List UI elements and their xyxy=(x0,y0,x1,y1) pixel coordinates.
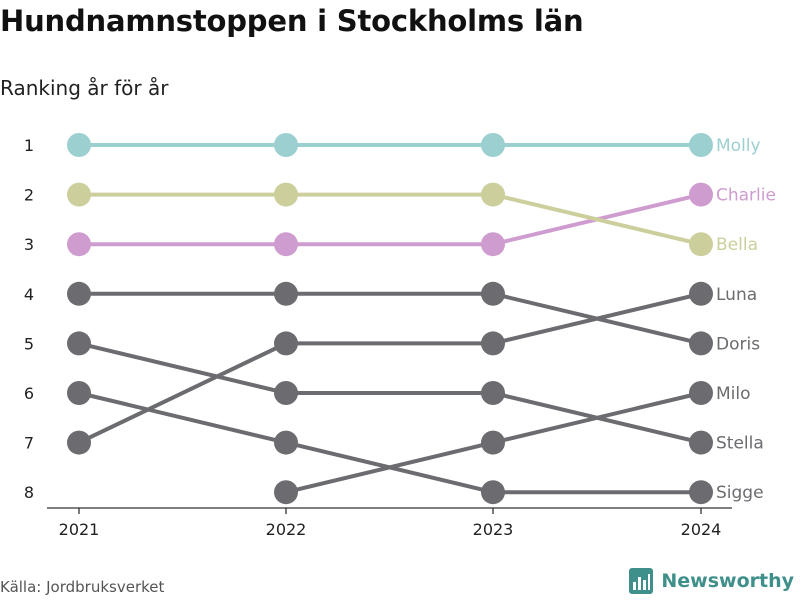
y-tick-label: 8 xyxy=(24,483,34,502)
point-stella xyxy=(689,430,713,455)
bar-chart-logo-icon xyxy=(629,568,654,594)
point-molly xyxy=(689,133,713,157)
point-charlie xyxy=(274,232,298,257)
y-axis-tick-labels: 1 2 3 4 5 6 7 8 xyxy=(24,136,34,502)
series-label-milo: Milo xyxy=(716,384,751,404)
y-tick-label: 2 xyxy=(24,186,34,205)
brand-name: Newsworthy xyxy=(661,570,794,592)
point-doris xyxy=(67,281,91,306)
point-charlie xyxy=(689,182,713,207)
x-axis: 2021 2022 2023 2024 xyxy=(59,508,722,539)
x-tick-label: 2024 xyxy=(681,520,722,539)
series-label-molly: Molly xyxy=(716,136,761,156)
point-molly xyxy=(67,133,91,157)
point-sigge xyxy=(274,430,298,455)
series-label-bella: Bella xyxy=(716,235,758,255)
series-line-sigge xyxy=(78,391,701,495)
point-doris xyxy=(274,281,298,306)
point-stella xyxy=(481,381,505,405)
series-label-stella: Stella xyxy=(716,434,764,454)
point-luna xyxy=(481,331,505,356)
y-tick-label: 1 xyxy=(24,136,34,155)
bump-chart: 1 2 3 4 5 6 7 8 2021 2022 2023 2024 Milo Sigge Stell… xyxy=(24,133,776,539)
point-charlie xyxy=(481,232,505,257)
point-doris xyxy=(689,331,713,356)
y-tick-label: 6 xyxy=(24,384,34,403)
series-line-stella xyxy=(78,341,702,445)
point-molly xyxy=(481,133,505,157)
y-tick-label: 7 xyxy=(24,434,34,453)
point-doris xyxy=(481,281,505,306)
series-end-labels: Milo Sigge Stella Luna Doris Charlie Bella Moll… xyxy=(716,136,776,503)
series-lines xyxy=(78,143,702,495)
series-label-sigge: Sigge xyxy=(716,483,764,503)
source-note: Källa: Jordbruksverket xyxy=(0,578,165,596)
series-line-charlie xyxy=(79,192,702,247)
x-tick-label: 2022 xyxy=(266,520,307,539)
y-tick-label: 4 xyxy=(24,285,34,304)
point-sigge xyxy=(67,381,91,405)
point-luna xyxy=(689,281,713,306)
point-luna xyxy=(67,430,91,455)
chart-subtitle: Ranking år för år xyxy=(0,76,169,100)
series-points xyxy=(67,133,713,505)
point-milo xyxy=(274,480,298,505)
series-label-charlie: Charlie xyxy=(716,186,776,206)
point-sigge xyxy=(481,480,505,505)
chart-title: Hundnamnstoppen i Stockholms län xyxy=(0,4,584,38)
y-tick-label: 3 xyxy=(24,235,34,254)
point-bella xyxy=(689,232,713,257)
point-stella xyxy=(67,331,91,356)
series-line-doris xyxy=(79,291,702,346)
point-bella xyxy=(481,182,505,207)
point-bella xyxy=(67,182,91,207)
series-label-doris: Doris xyxy=(716,334,760,354)
point-milo xyxy=(689,381,713,405)
point-molly xyxy=(274,133,298,157)
x-tick-label: 2023 xyxy=(473,520,514,539)
point-milo xyxy=(481,430,505,455)
series-line-bella xyxy=(79,192,702,247)
point-bella xyxy=(274,182,298,207)
series-label-luna: Luna xyxy=(716,285,757,305)
point-charlie xyxy=(67,232,91,257)
point-sigge xyxy=(689,480,713,505)
point-luna xyxy=(274,331,298,356)
x-tick-label: 2021 xyxy=(59,520,100,539)
brand-logo[interactable]: Newsworthy xyxy=(629,568,794,594)
y-tick-label: 5 xyxy=(24,334,34,353)
point-stella xyxy=(274,381,298,405)
